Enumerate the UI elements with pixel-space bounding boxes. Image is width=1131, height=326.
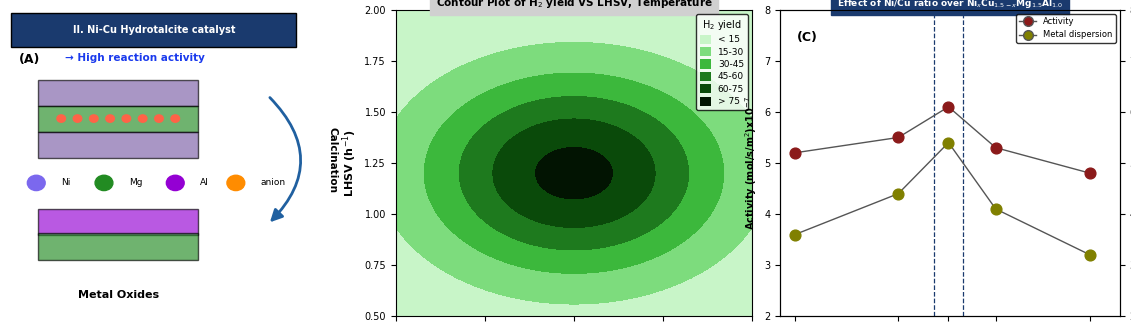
Text: Ni: Ni [61,178,70,187]
Circle shape [95,175,113,191]
Point [889,191,907,196]
FancyBboxPatch shape [38,80,198,106]
Title: Effect of Ni/Cu ratio over Ni$_x$Cu$_{1.5-x}$Mg$_{1.5}$Al$_{1.0}$: Effect of Ni/Cu ratio over Ni$_x$Cu$_{1.… [837,0,1063,9]
Text: Al: Al [200,178,209,187]
Legend: < 15, 15-30, 30-45, 45-60, 60-75, > 75: < 15, 15-30, 30-45, 45-60, 60-75, > 75 [697,14,748,110]
Y-axis label: Activity (mol/s/m$^2$)x10$^{-7}$: Activity (mol/s/m$^2$)x10$^{-7}$ [743,96,759,230]
Circle shape [155,115,163,122]
Point [889,135,907,140]
Text: → High reaction activity: → High reaction activity [64,53,205,63]
Text: anion: anion [261,178,286,187]
Circle shape [171,115,180,122]
Point [986,206,1004,212]
Circle shape [57,115,66,122]
Point [786,150,804,156]
Circle shape [27,175,45,191]
Text: II. Ni-Cu Hydrotalcite catalyst: II. Ni-Cu Hydrotalcite catalyst [72,25,235,35]
Point [940,104,958,110]
Point [940,140,958,145]
FancyBboxPatch shape [38,209,198,235]
Circle shape [89,115,98,122]
Point [986,145,1004,150]
Text: Metal Oxides: Metal Oxides [78,290,158,300]
Circle shape [138,115,147,122]
FancyBboxPatch shape [11,13,296,47]
Circle shape [122,115,131,122]
FancyBboxPatch shape [38,233,198,259]
Text: (C): (C) [797,31,818,44]
Circle shape [74,115,81,122]
Text: Calcination: Calcination [327,127,337,193]
Circle shape [106,115,114,122]
Circle shape [166,175,184,191]
Point [1081,252,1099,258]
Text: Mg: Mg [129,178,143,187]
Y-axis label: LHSV (h$^{-1}$): LHSV (h$^{-1}$) [340,129,359,197]
FancyBboxPatch shape [38,106,198,132]
Legend: Activity, Metal dispersion: Activity, Metal dispersion [1016,14,1115,43]
FancyArrowPatch shape [270,97,301,220]
Title: Contour Plot of H$_2$ yield VS LHSV, Temperature: Contour Plot of H$_2$ yield VS LHSV, Tem… [435,0,713,9]
Circle shape [227,175,244,191]
Text: (A): (A) [18,53,40,66]
FancyBboxPatch shape [38,132,198,158]
Point [1081,170,1099,176]
Point [786,232,804,237]
